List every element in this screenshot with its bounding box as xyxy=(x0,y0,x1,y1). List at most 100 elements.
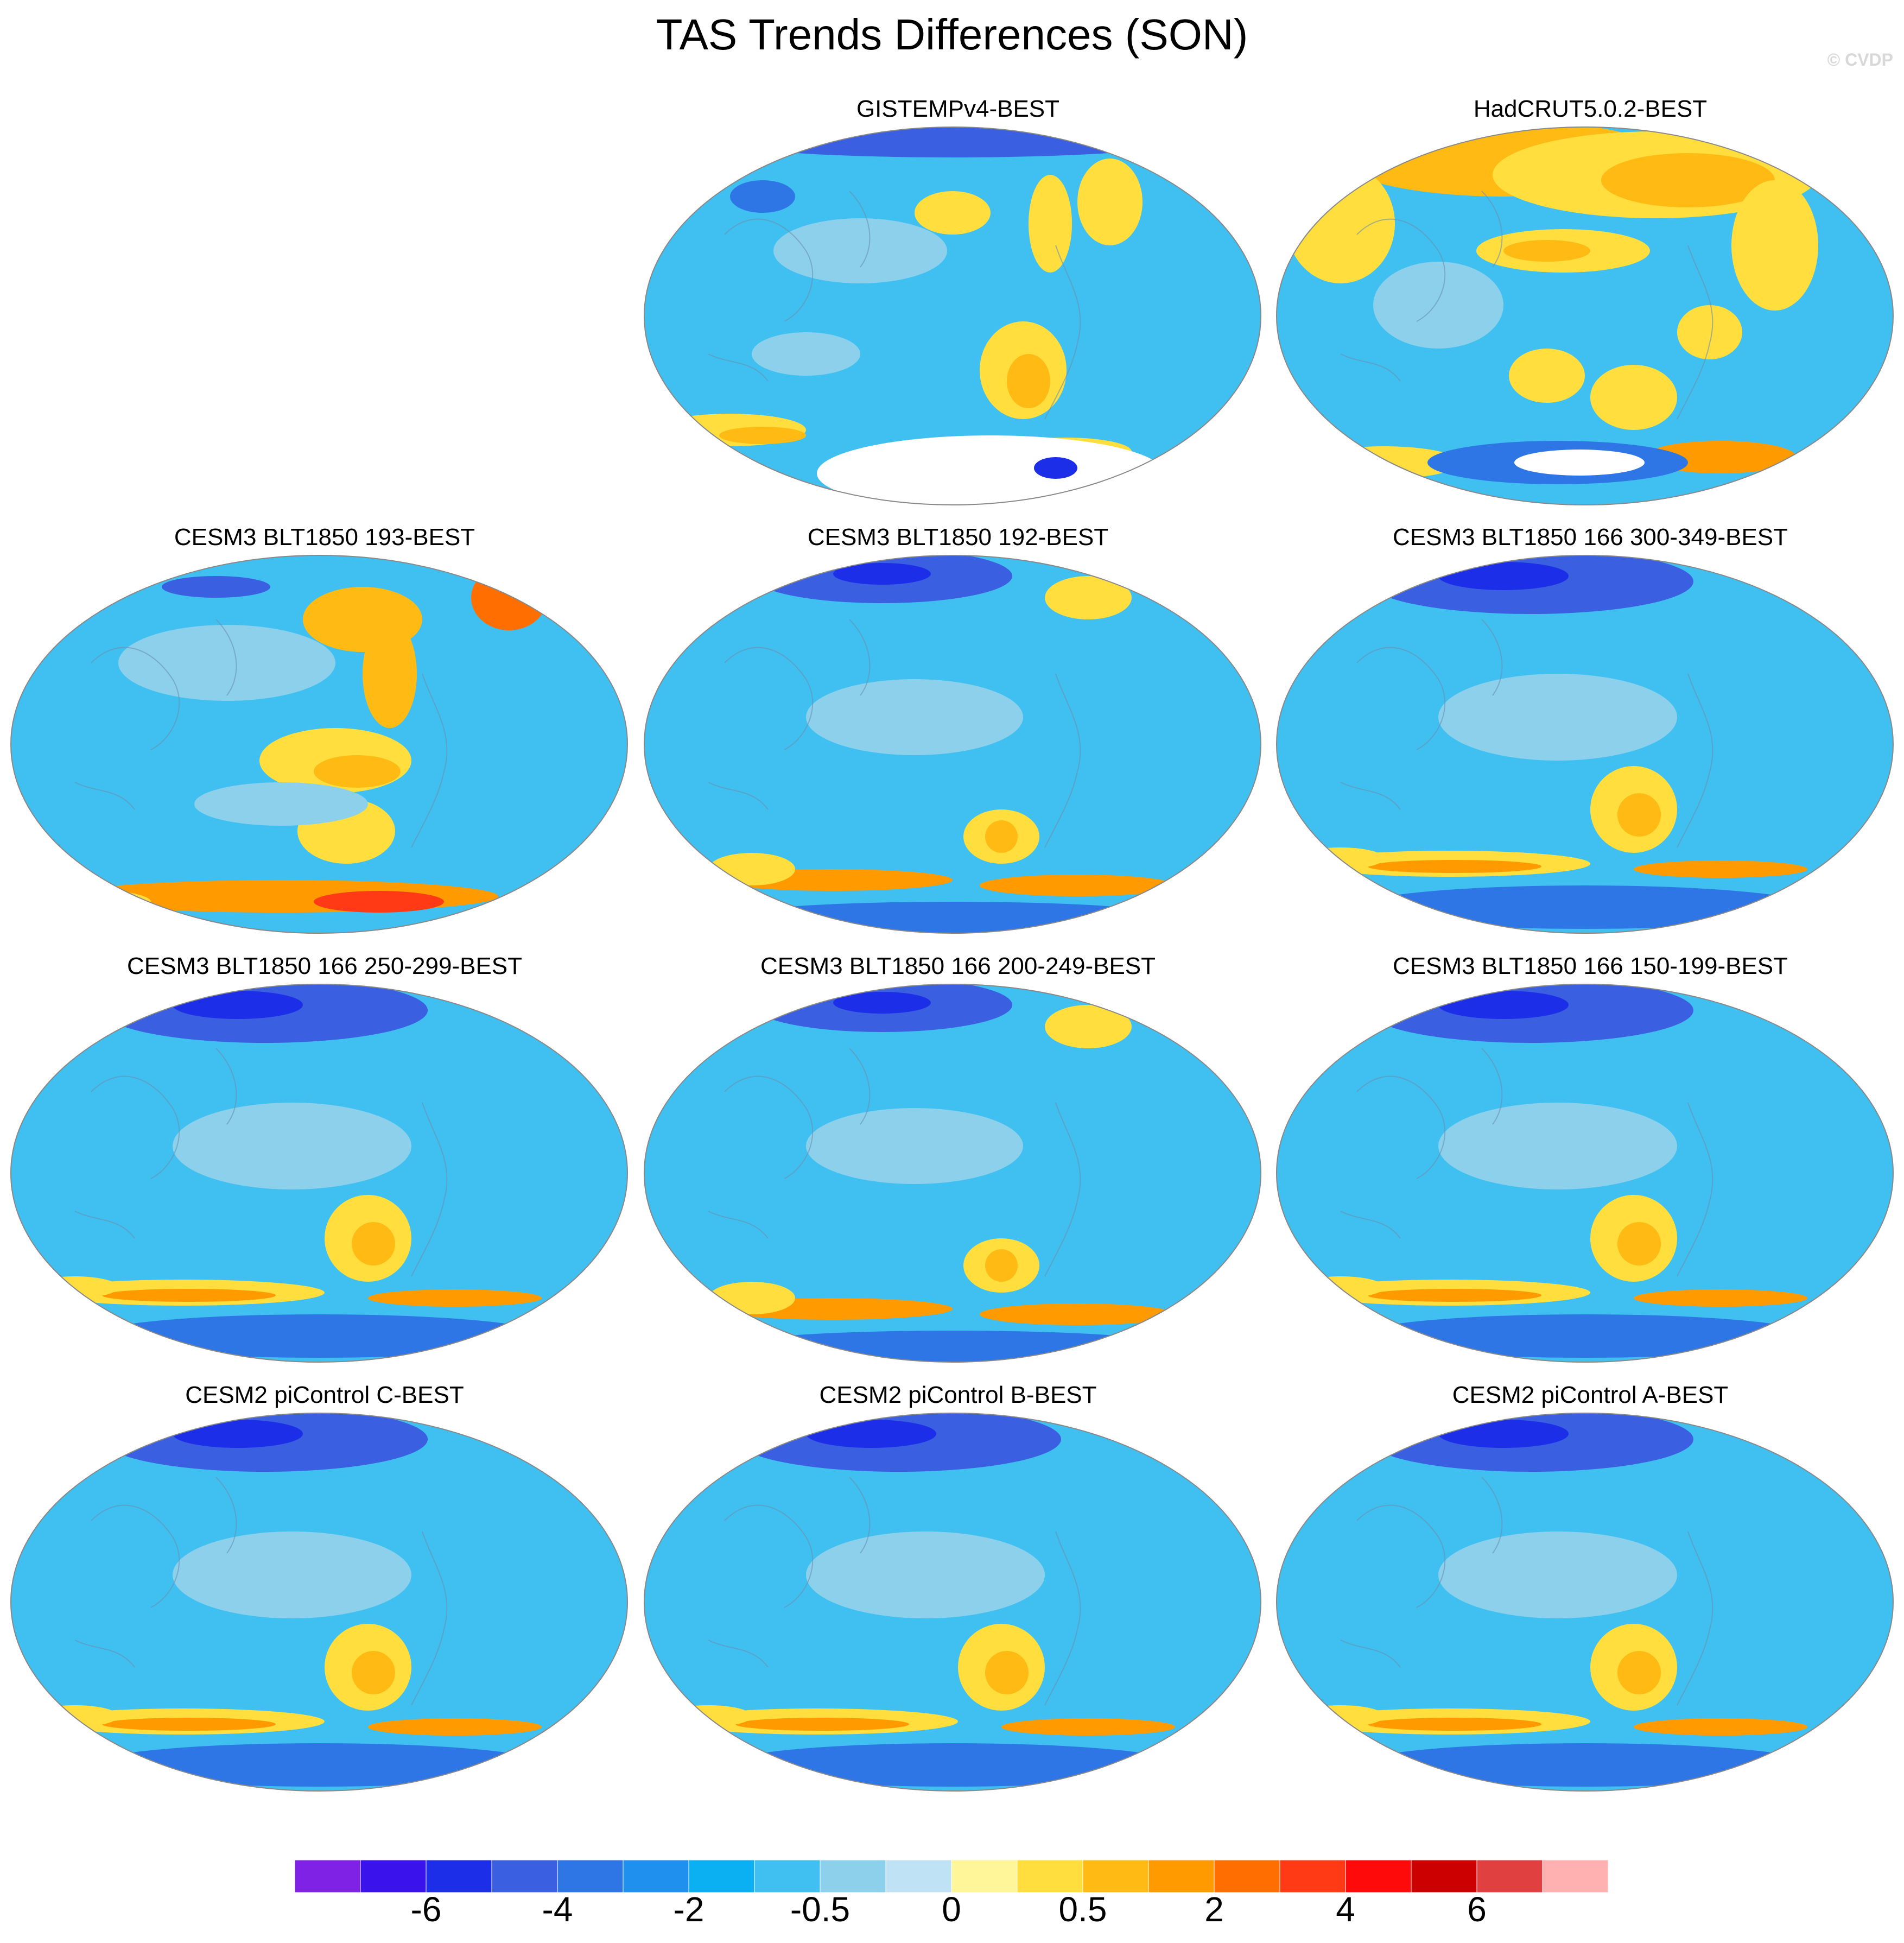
anomaly-region xyxy=(1617,793,1661,837)
panel-title: CESM3 BLT1850 166 150-199-BEST xyxy=(1392,953,1788,979)
map-panel: CESM3 BLT1850 166 200-249-BEST xyxy=(643,953,1273,1382)
anomaly-region xyxy=(1438,991,1569,1019)
anomaly-region xyxy=(173,1420,303,1448)
anomaly-region xyxy=(1357,1743,1813,1787)
anomaly-region xyxy=(31,1705,118,1727)
anomaly-region xyxy=(1368,1718,1541,1731)
anomaly-region xyxy=(773,218,947,283)
map-panel: CESM2 piControl C-BEST xyxy=(10,1382,639,1811)
world-map xyxy=(1276,126,1894,505)
anomaly-region xyxy=(1034,457,1077,479)
anomaly-region xyxy=(806,679,1023,755)
map-outline xyxy=(10,555,628,934)
anomaly-region xyxy=(1297,1705,1384,1727)
anomaly-region xyxy=(352,1222,395,1265)
anomaly-region xyxy=(91,1314,547,1358)
anomaly-region xyxy=(1077,159,1143,245)
colorbar-swatch xyxy=(1148,1860,1215,1893)
panel-title: CESM3 BLT1850 193-BEST xyxy=(174,524,475,550)
anomaly-region xyxy=(980,875,1175,896)
world-map xyxy=(1276,555,1894,934)
anomaly-region xyxy=(1601,153,1775,207)
coastline xyxy=(708,191,1081,420)
anomaly-region xyxy=(915,191,991,235)
anomaly-region xyxy=(194,782,368,826)
panel-title: CESM2 piControl C-BEST xyxy=(185,1382,464,1408)
colorbar-swatch xyxy=(1411,1860,1477,1893)
world-map xyxy=(644,984,1261,1363)
map-panel: CESM2 piControl A-BEST xyxy=(1275,1382,1904,1811)
anomaly-region xyxy=(1029,175,1072,273)
map-outline xyxy=(10,1413,628,1792)
panel-title: CESM2 piControl B-BEST xyxy=(819,1382,1097,1408)
map-panel: CESM3 BLT1850 166 250-299-BEST xyxy=(10,953,639,1382)
colorbar-tick-label: -4 xyxy=(542,1890,573,1929)
coastline xyxy=(1340,619,1713,848)
anomaly-region xyxy=(352,1651,395,1694)
anomaly-region xyxy=(1503,240,1590,262)
world-map xyxy=(644,555,1261,934)
world-map xyxy=(10,555,628,934)
colorbar-swatch xyxy=(426,1860,492,1893)
coastline xyxy=(1340,1477,1713,1706)
map-outline xyxy=(644,555,1261,934)
map-panel: CESM3 BLT1850 193-BEST xyxy=(10,524,639,953)
coastline xyxy=(708,619,1081,848)
anomaly-region xyxy=(692,127,1213,157)
panel-title: CESM3 BLT1850 166 250-299-BEST xyxy=(126,953,523,979)
colorbar-swatch xyxy=(1476,1860,1543,1893)
anomaly-region xyxy=(471,565,547,630)
anomaly-region xyxy=(1438,674,1677,761)
world-map xyxy=(10,984,628,1363)
colorbar-swatch xyxy=(754,1860,821,1893)
map-outline xyxy=(644,126,1261,505)
coastline xyxy=(74,1048,448,1277)
map-outline xyxy=(10,984,628,1363)
colorbar-swatch xyxy=(295,1860,361,1893)
anomaly-region xyxy=(1357,885,1813,929)
coastline xyxy=(708,1477,1081,1706)
anomaly-region xyxy=(1617,1651,1661,1694)
colorbar-swatch xyxy=(557,1860,624,1893)
panel-title: CESM3 BLT1850 192-BEST xyxy=(807,524,1109,550)
anomaly-region xyxy=(985,1651,1029,1694)
colorbar-swatch xyxy=(491,1860,558,1893)
panel-title: HadCRUT5.0.2-BEST xyxy=(1473,96,1708,122)
anomaly-region xyxy=(1286,164,1395,283)
anomaly-region xyxy=(725,1743,1181,1787)
anomaly-region xyxy=(833,563,931,585)
anomaly-region xyxy=(162,576,270,598)
anomaly-region xyxy=(1590,365,1677,430)
colorbar-swatch xyxy=(623,1860,689,1893)
anomaly-region xyxy=(363,619,417,728)
coastline xyxy=(74,1477,448,1706)
anomaly-region xyxy=(806,1108,1023,1184)
anomaly-region xyxy=(1368,1289,1541,1302)
panel-title: GISTEMPv4-BEST xyxy=(856,96,1060,122)
colorbar-swatch xyxy=(1214,1860,1280,1893)
anomaly-region xyxy=(806,1420,936,1448)
anomaly-region xyxy=(730,180,795,213)
anomaly-region xyxy=(1514,450,1645,476)
map-panel: GISTEMPv4-BEST xyxy=(643,96,1273,524)
figure-title: TAS Trends Differences (SON) xyxy=(656,10,1248,59)
colorbar-swatch xyxy=(1542,1860,1608,1893)
anomaly-region xyxy=(725,1331,1181,1362)
colorbar-tick-label: -2 xyxy=(673,1890,705,1929)
anomaly-region xyxy=(1007,354,1050,408)
world-map xyxy=(644,126,1261,505)
anomaly-region xyxy=(118,625,335,701)
map-outline xyxy=(644,984,1261,1363)
map-outline xyxy=(1276,555,1894,934)
anomaly-region xyxy=(1438,1103,1677,1189)
anomaly-region xyxy=(368,1718,542,1736)
world-map xyxy=(1276,984,1894,1363)
panel-title: CESM3 BLT1850 166 300-349-BEST xyxy=(1392,524,1788,550)
anomaly-region xyxy=(1368,860,1541,873)
anomaly-region xyxy=(752,332,860,376)
anomaly-region xyxy=(1045,1005,1132,1048)
colorbar xyxy=(295,1860,1608,1893)
colorbar-swatch xyxy=(1082,1860,1149,1893)
colorbar-swatch xyxy=(885,1860,952,1893)
anomaly-region xyxy=(1617,1222,1661,1265)
